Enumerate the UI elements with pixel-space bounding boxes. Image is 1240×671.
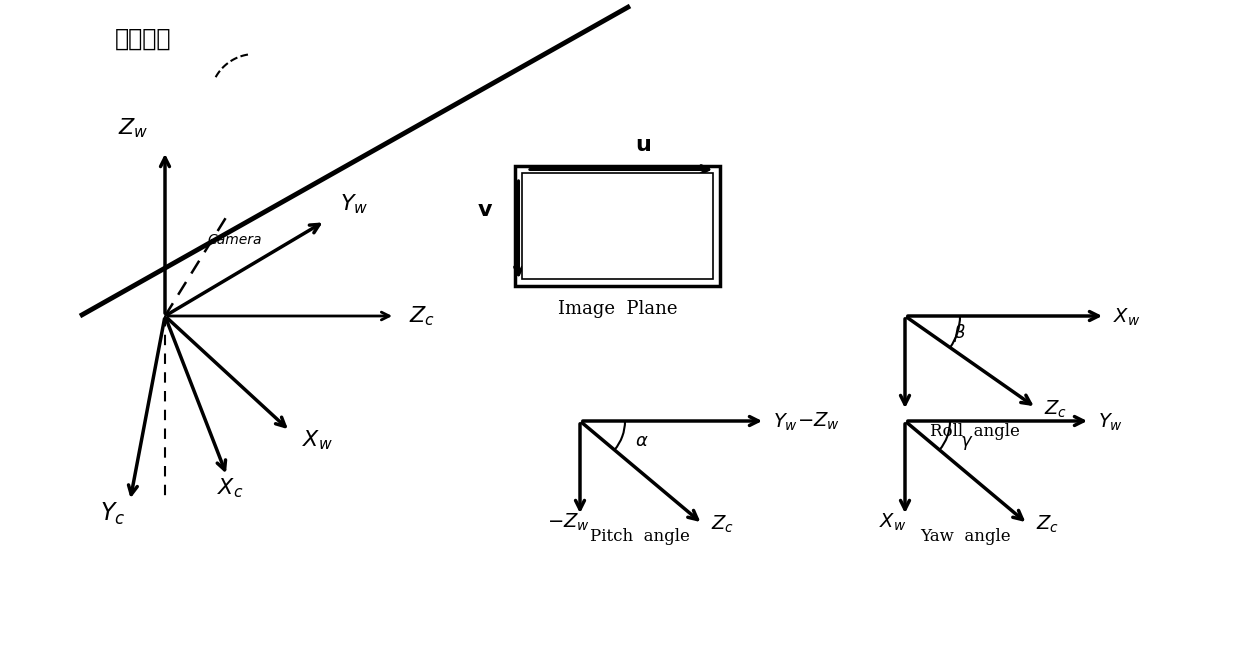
Text: Pitch  angle: Pitch angle — [590, 528, 689, 545]
Text: $X_c$: $X_c$ — [217, 476, 243, 500]
Text: $-Z_w$: $-Z_w$ — [797, 411, 839, 432]
Text: $c_v$: $c_v$ — [526, 238, 542, 252]
Text: $\mathbf{u}$: $\mathbf{u}$ — [635, 134, 651, 156]
Bar — [515, 166, 720, 286]
Text: Yaw  angle: Yaw angle — [920, 528, 1011, 545]
Text: $+$: $+$ — [624, 229, 637, 244]
Text: Image  Plane: Image Plane — [558, 300, 677, 318]
Text: $Z_c$: $Z_c$ — [1044, 399, 1068, 420]
Text: $Z_w$: $Z_w$ — [118, 116, 149, 140]
Text: $-Z_w$: $-Z_w$ — [547, 512, 589, 533]
Text: $Y_w$: $Y_w$ — [773, 412, 799, 433]
Text: $\gamma$: $\gamma$ — [960, 434, 973, 452]
Text: $Z_c$: $Z_c$ — [1035, 514, 1059, 535]
Text: $Y_w$: $Y_w$ — [340, 192, 368, 215]
Text: $X_w$: $X_w$ — [879, 512, 906, 533]
Bar — [522, 173, 713, 279]
Text: $Y_c$: $Y_c$ — [100, 501, 125, 527]
Text: $c_u$: $c_u$ — [641, 195, 656, 209]
Text: $X_w$: $X_w$ — [303, 428, 332, 452]
Text: $Y_w$: $Y_w$ — [1097, 412, 1123, 433]
Text: $Z_c$: $Z_c$ — [409, 304, 435, 327]
Text: Camera: Camera — [207, 233, 262, 247]
Text: $\beta$: $\beta$ — [954, 322, 966, 344]
Text: $X_w$: $X_w$ — [1114, 307, 1141, 328]
Text: Roll  angle: Roll angle — [930, 423, 1021, 440]
Text: $Z_c$: $Z_c$ — [711, 514, 734, 535]
Text: 高压线路: 高压线路 — [115, 27, 171, 51]
Text: $\alpha$: $\alpha$ — [635, 432, 649, 450]
Text: $\mathbf{v}$: $\mathbf{v}$ — [477, 199, 494, 221]
